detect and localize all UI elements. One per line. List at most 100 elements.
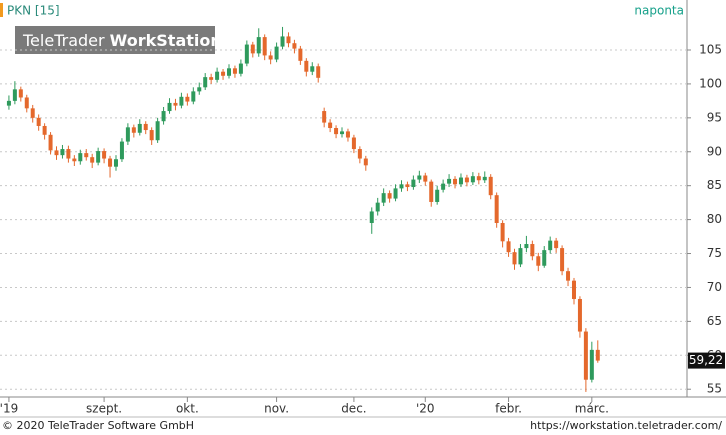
candle-body — [417, 175, 422, 180]
candle-body — [345, 131, 350, 138]
y-tick-label: 90 — [707, 144, 722, 158]
candle-body — [554, 240, 559, 249]
candle-body — [393, 188, 398, 199]
candle-body — [512, 252, 517, 265]
x-tick-label: febr. — [495, 402, 522, 416]
candle-body — [232, 68, 237, 74]
candle-body — [357, 149, 362, 159]
candle-body — [328, 122, 333, 129]
candle-body — [351, 137, 356, 150]
y-tick-label: 75 — [707, 246, 722, 260]
candle-body — [322, 111, 327, 123]
x-tick-label: márc. — [575, 402, 609, 416]
candle-body — [155, 121, 160, 141]
candle-body — [30, 108, 35, 118]
series-marker — [0, 3, 3, 17]
candle-body — [411, 179, 416, 188]
candle-body — [108, 158, 113, 167]
interval-label[interactable]: naponta — [634, 4, 684, 18]
candle-body — [215, 71, 220, 80]
candle-body — [244, 44, 249, 64]
candle-body — [518, 248, 523, 265]
candle-body — [375, 202, 380, 212]
candle-body — [143, 123, 148, 131]
candle-body — [256, 37, 261, 54]
candle-body — [340, 131, 345, 135]
x-tick-label: '20 — [416, 402, 435, 416]
candle-body — [482, 176, 487, 181]
candle-body — [399, 184, 404, 189]
candle-body — [506, 241, 511, 253]
candle-body — [548, 240, 553, 251]
y-tick-label: 105 — [699, 42, 722, 56]
candle-body — [42, 125, 47, 135]
candle-body — [209, 77, 214, 80]
candle-body — [500, 222, 505, 242]
watermark-box — [15, 26, 215, 54]
candle-body — [369, 211, 374, 223]
watermark-part: WorkStation — [110, 31, 222, 50]
candle-body — [18, 89, 23, 98]
last-price-label: 59,22 — [689, 353, 723, 367]
candle-body — [476, 176, 481, 181]
x-tick-label: okt. — [176, 402, 199, 416]
y-tick-label: 70 — [707, 280, 722, 294]
candle-body — [167, 102, 172, 112]
candle-body — [571, 280, 576, 299]
candle-body — [161, 111, 166, 122]
candle-body — [66, 149, 71, 159]
candle-body — [292, 43, 297, 49]
candle-body — [119, 141, 124, 160]
y-tick-label: 85 — [707, 178, 722, 192]
watermark-part: TeleTrader — [22, 31, 105, 50]
candle-body — [560, 248, 565, 272]
candle-body — [96, 151, 101, 163]
x-tick-label: dec. — [341, 402, 366, 416]
copyright: © 2020 TeleTrader Software GmbH — [2, 419, 194, 432]
candle-body — [363, 158, 368, 166]
candle-body — [458, 177, 463, 185]
candle-body — [113, 159, 118, 167]
candle-body — [423, 175, 428, 182]
candle-body — [583, 331, 588, 380]
candle-body — [494, 195, 499, 223]
url[interactable]: https://workstation.teletrader.com/ — [530, 419, 722, 432]
candle-body — [387, 193, 392, 199]
candle-body — [262, 37, 267, 56]
candle-body — [203, 77, 208, 88]
candle-body — [268, 55, 273, 60]
x-tick-label: nov. — [264, 402, 289, 416]
candle-body — [173, 102, 178, 106]
candle-body — [131, 127, 136, 133]
x-tick-label: '19 — [0, 402, 18, 416]
candle-body — [589, 349, 594, 380]
y-tick-label: 55 — [707, 382, 722, 396]
y-tick-label: 80 — [707, 212, 722, 226]
candle-body — [12, 89, 17, 101]
candle-body — [78, 153, 83, 162]
watermark: TeleTrader WorkStation — [22, 31, 222, 50]
y-tick-label: 100 — [699, 76, 722, 90]
candle-body — [250, 44, 255, 54]
y-tick-label: 65 — [707, 314, 722, 328]
candle-body — [429, 181, 434, 202]
y-tick-label: 95 — [707, 110, 722, 124]
candle-body — [470, 176, 475, 183]
candle-body — [447, 178, 452, 184]
candle-body — [90, 157, 95, 163]
candle-body — [310, 66, 315, 72]
candle-body — [6, 100, 11, 106]
candle-body — [274, 46, 279, 60]
candle-body — [405, 184, 410, 188]
candle-body — [54, 150, 59, 156]
candle-body — [595, 349, 600, 361]
candle-body — [524, 244, 529, 249]
candle-body — [179, 96, 184, 106]
candle-body — [441, 183, 446, 190]
candle-body — [280, 36, 285, 47]
candle-body — [435, 189, 440, 202]
symbol-label: PKN [15] — [7, 4, 60, 18]
